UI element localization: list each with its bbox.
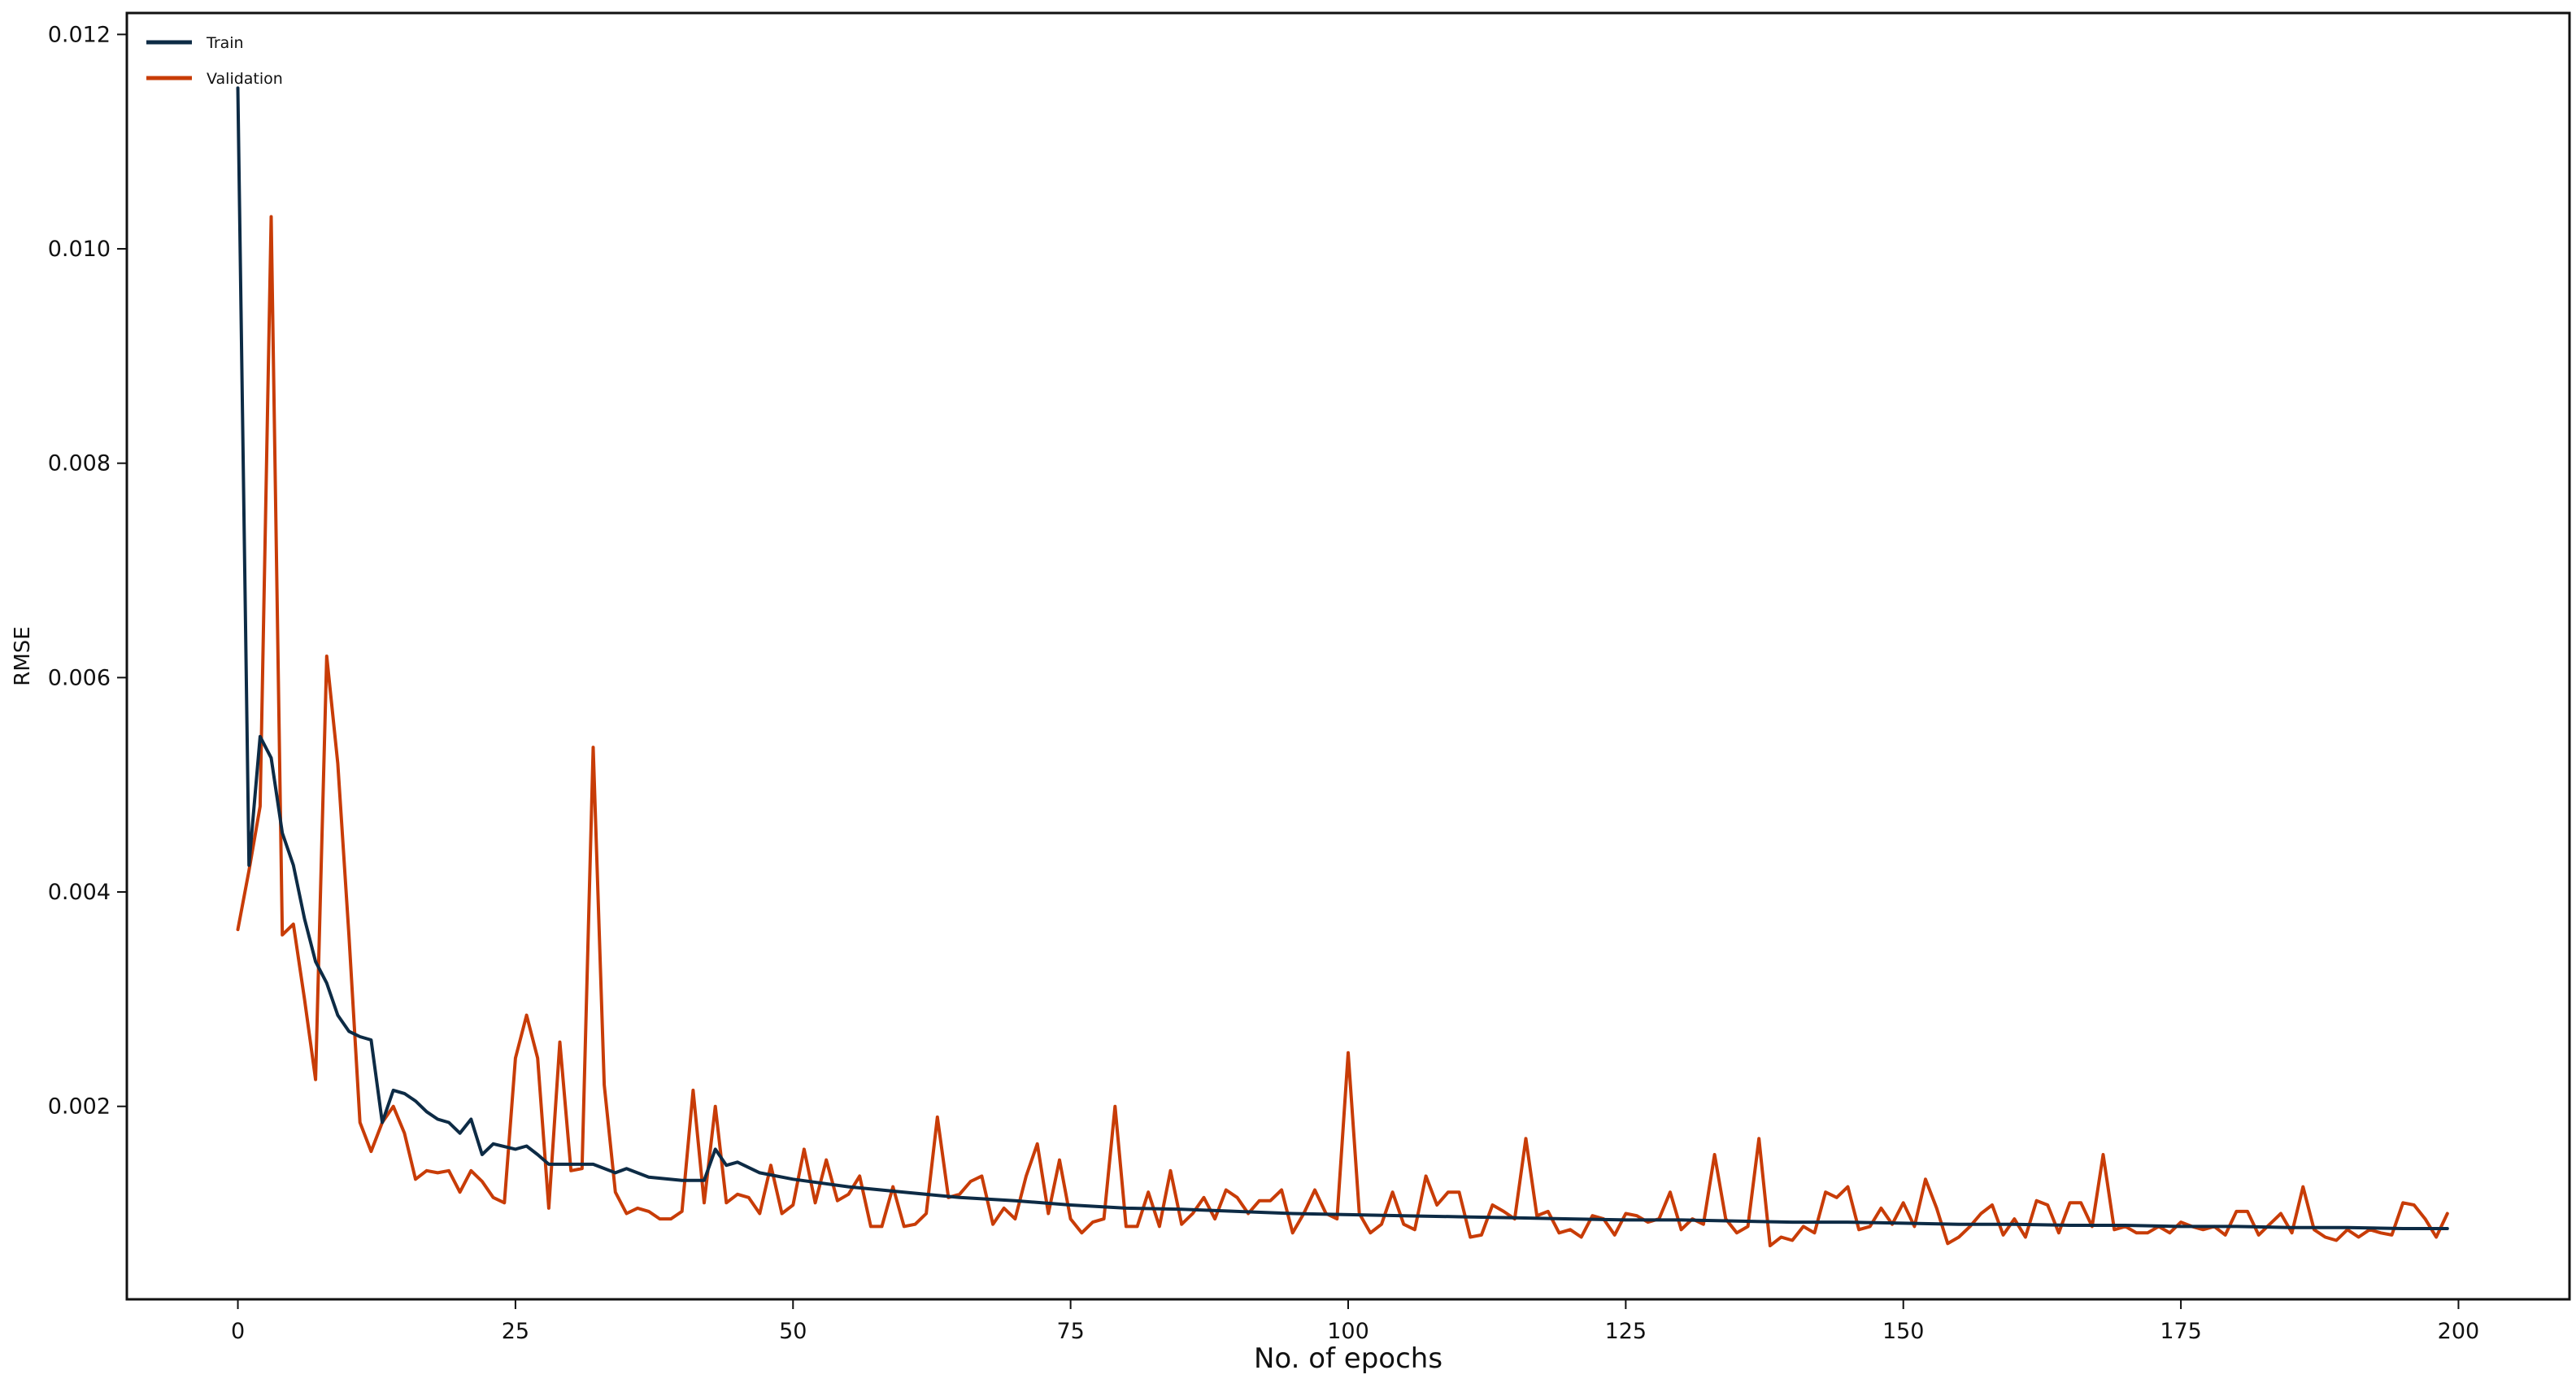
y-tick-label: 0.012 [48,22,111,47]
x-tick-label: 0 [231,1319,245,1344]
series-line-train [236,86,2449,1230]
y-tick-label: 0.010 [48,237,111,262]
y-tick-label: 0.006 [48,665,111,690]
x-tick-label: 50 [779,1319,807,1344]
legend: Train Validation [146,34,283,88]
x-axis-ticks: 0 25 50 75 100 125 150 175 200 [231,1299,2479,1344]
x-tick-label: 150 [1882,1319,1925,1344]
series-line-validation [236,215,2449,1248]
x-tick-label: 125 [1605,1319,1647,1344]
x-tick-label: 175 [2160,1319,2202,1344]
x-tick-label: 100 [1327,1319,1369,1344]
y-axis-label: RMSE [11,626,35,685]
y-tick-label: 0.002 [48,1094,111,1120]
x-tick-label: 25 [502,1319,529,1344]
y-tick-label: 0.004 [48,880,111,905]
legend-label-validation: Validation [207,70,283,88]
y-tick-label: 0.008 [48,451,111,476]
y-axis-ticks: 0.002 0.004 0.006 0.008 0.010 0.012 [48,22,127,1120]
x-tick-label: 75 [1056,1319,1084,1344]
x-axis-label: No. of epochs [1254,1342,1442,1375]
legend-label-train: Train [206,34,244,52]
x-tick-label: 200 [2438,1319,2480,1344]
plot-area [236,86,2449,1248]
